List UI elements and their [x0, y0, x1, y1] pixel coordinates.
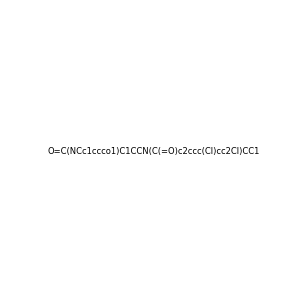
Text: O=C(NCc1ccco1)C1CCN(C(=O)c2ccc(Cl)cc2Cl)CC1: O=C(NCc1ccco1)C1CCN(C(=O)c2ccc(Cl)cc2Cl)…: [48, 147, 260, 156]
